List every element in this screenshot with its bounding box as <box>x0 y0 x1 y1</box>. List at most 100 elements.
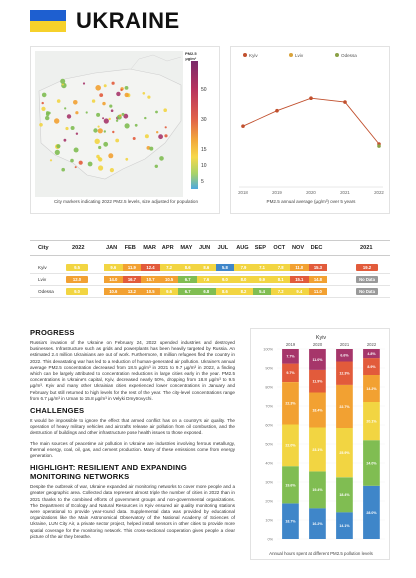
city-marker[interactable] <box>155 110 158 114</box>
city-marker[interactable] <box>70 126 75 130</box>
city-marker[interactable] <box>56 99 61 103</box>
stack-segment[interactable] <box>336 428 353 478</box>
city-marker[interactable] <box>73 100 78 105</box>
stack-segment[interactable] <box>363 440 380 486</box>
city-marker[interactable] <box>64 107 67 110</box>
city-marker[interactable] <box>98 165 104 171</box>
city-marker[interactable] <box>108 153 114 159</box>
city-marker[interactable] <box>102 101 106 106</box>
city-marker[interactable] <box>54 118 60 124</box>
city-marker[interactable] <box>144 134 149 139</box>
city-marker[interactable] <box>119 114 122 117</box>
stack-segment[interactable] <box>282 363 299 382</box>
city-marker[interactable] <box>125 157 129 161</box>
city-marker[interactable] <box>158 134 163 140</box>
city-marker[interactable] <box>109 104 113 108</box>
city-marker[interactable] <box>112 130 115 134</box>
data-point-kyiv[interactable] <box>343 100 347 104</box>
city-marker[interactable] <box>82 82 86 85</box>
stack-segment[interactable] <box>309 369 326 393</box>
city-marker[interactable] <box>74 166 77 169</box>
city-marker[interactable] <box>154 164 158 168</box>
city-marker[interactable] <box>49 159 53 162</box>
city-marker[interactable] <box>97 157 102 161</box>
stack-segment[interactable] <box>282 424 299 467</box>
stack-segment[interactable] <box>309 508 326 539</box>
data-point-odessa[interactable] <box>377 144 381 148</box>
city-marker[interactable] <box>61 83 64 86</box>
city-marker[interactable] <box>54 149 60 155</box>
city-marker[interactable] <box>147 95 151 99</box>
city-marker[interactable] <box>94 138 100 144</box>
city-marker[interactable] <box>87 161 93 167</box>
city-marker[interactable] <box>41 106 46 111</box>
city-marker[interactable] <box>93 128 98 133</box>
stack-segment[interactable] <box>309 427 326 472</box>
city-marker[interactable] <box>98 145 102 150</box>
city-marker[interactable] <box>85 111 88 114</box>
city-marker[interactable] <box>41 92 47 98</box>
city-marker[interactable] <box>108 117 111 121</box>
city-marker[interactable] <box>164 126 167 129</box>
city-marker[interactable] <box>97 128 103 134</box>
city-marker[interactable] <box>78 160 83 165</box>
stack-segment[interactable] <box>282 466 299 504</box>
stack-segment[interactable] <box>363 349 380 359</box>
city-marker[interactable] <box>45 115 50 121</box>
city-marker[interactable] <box>75 132 79 135</box>
city-marker[interactable] <box>103 141 109 147</box>
stack-segment[interactable] <box>336 349 353 362</box>
data-point-kyiv[interactable] <box>275 108 279 113</box>
city-marker[interactable] <box>120 88 123 92</box>
city-marker[interactable] <box>41 101 44 105</box>
city-marker[interactable] <box>115 138 120 143</box>
city-marker[interactable] <box>60 78 66 84</box>
city-marker[interactable] <box>156 131 159 134</box>
city-marker[interactable] <box>46 111 50 115</box>
city-marker[interactable] <box>123 113 129 119</box>
city-marker[interactable] <box>95 85 101 91</box>
city-marker[interactable] <box>109 168 114 173</box>
city-marker[interactable] <box>124 92 129 98</box>
city-marker[interactable] <box>124 123 130 129</box>
city-marker[interactable] <box>103 130 107 133</box>
city-marker[interactable] <box>103 118 109 124</box>
stack-segment[interactable] <box>336 384 353 428</box>
city-marker[interactable] <box>142 92 146 95</box>
city-marker[interactable] <box>134 123 138 127</box>
city-marker[interactable] <box>61 167 65 172</box>
city-marker[interactable] <box>132 137 136 140</box>
stack-segment[interactable] <box>336 477 353 513</box>
city-marker[interactable] <box>115 119 119 122</box>
city-marker[interactable] <box>73 147 79 153</box>
city-marker[interactable] <box>63 138 67 142</box>
stack-segment[interactable] <box>336 512 353 539</box>
stack-segment[interactable] <box>309 392 326 428</box>
stack-segment[interactable] <box>309 471 326 509</box>
city-marker[interactable] <box>111 81 115 85</box>
stack-segment[interactable] <box>363 358 380 375</box>
city-marker[interactable] <box>75 111 79 115</box>
city-marker[interactable] <box>103 84 107 88</box>
city-marker[interactable] <box>124 86 129 90</box>
stack-segment[interactable] <box>336 361 353 385</box>
stack-segment[interactable] <box>282 382 299 425</box>
stack-segment[interactable] <box>363 485 380 539</box>
city-marker[interactable] <box>39 123 43 127</box>
city-map[interactable] <box>35 51 183 197</box>
city-marker[interactable] <box>149 146 154 151</box>
city-marker[interactable] <box>65 126 69 131</box>
city-marker[interactable] <box>56 144 61 149</box>
city-marker[interactable] <box>102 117 105 120</box>
city-marker[interactable] <box>70 158 74 163</box>
city-marker[interactable] <box>144 116 147 120</box>
stack-segment[interactable] <box>363 375 380 402</box>
city-marker[interactable] <box>110 109 114 112</box>
city-marker[interactable] <box>159 156 164 161</box>
stack-segment[interactable] <box>309 349 326 370</box>
city-marker[interactable] <box>66 114 72 119</box>
city-marker[interactable] <box>163 108 167 112</box>
city-marker[interactable] <box>164 134 168 138</box>
city-marker[interactable] <box>121 112 125 116</box>
data-point-kyiv[interactable] <box>309 96 313 100</box>
